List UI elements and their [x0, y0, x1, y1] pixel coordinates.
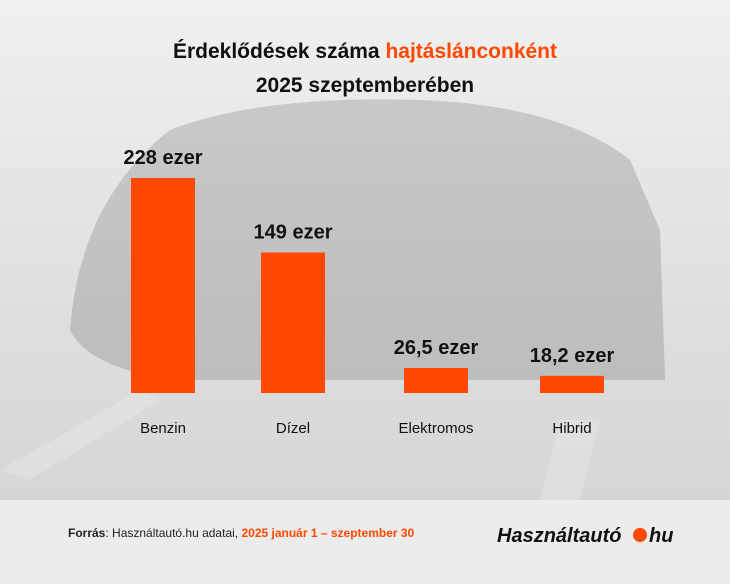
- category-label: Hibrid: [552, 420, 591, 437]
- footer-band: [0, 500, 730, 584]
- background: [0, 0, 730, 500]
- logo-tld: hu: [649, 525, 673, 547]
- title: Érdeklődések száma hajtáslánconként: [173, 40, 557, 63]
- source-period: 2025 január 1 – szeptember 30: [241, 526, 414, 540]
- value-label: 18,2 ezer: [530, 345, 615, 367]
- category-label: Benzin: [140, 420, 186, 437]
- value-label: 149 ezer: [254, 221, 333, 243]
- logo-dot: [633, 528, 647, 542]
- logo: Használtautó hu: [497, 525, 673, 547]
- bar: [261, 252, 325, 393]
- bar: [540, 375, 604, 393]
- bar: [404, 368, 468, 393]
- bar: [131, 178, 195, 393]
- value-label: 228 ezer: [124, 147, 203, 169]
- title-highlight: hajtáslánconként: [385, 40, 557, 63]
- source: Forrás: Használtautó.hu adatai, 2025 jan…: [68, 526, 415, 540]
- title-text: Érdeklődések száma: [173, 40, 380, 63]
- source-label: Forrás: [68, 526, 106, 540]
- category-label: Dízel: [276, 420, 310, 437]
- source-text: : Használtautó.hu adatai,: [105, 526, 238, 540]
- value-label: 26,5 ezer: [394, 337, 479, 359]
- subtitle: 2025 szeptemberében: [256, 74, 474, 97]
- category-label: Elektromos: [398, 420, 473, 437]
- car-silhouette: [0, 99, 665, 500]
- logo-name: Használtautó: [497, 525, 621, 547]
